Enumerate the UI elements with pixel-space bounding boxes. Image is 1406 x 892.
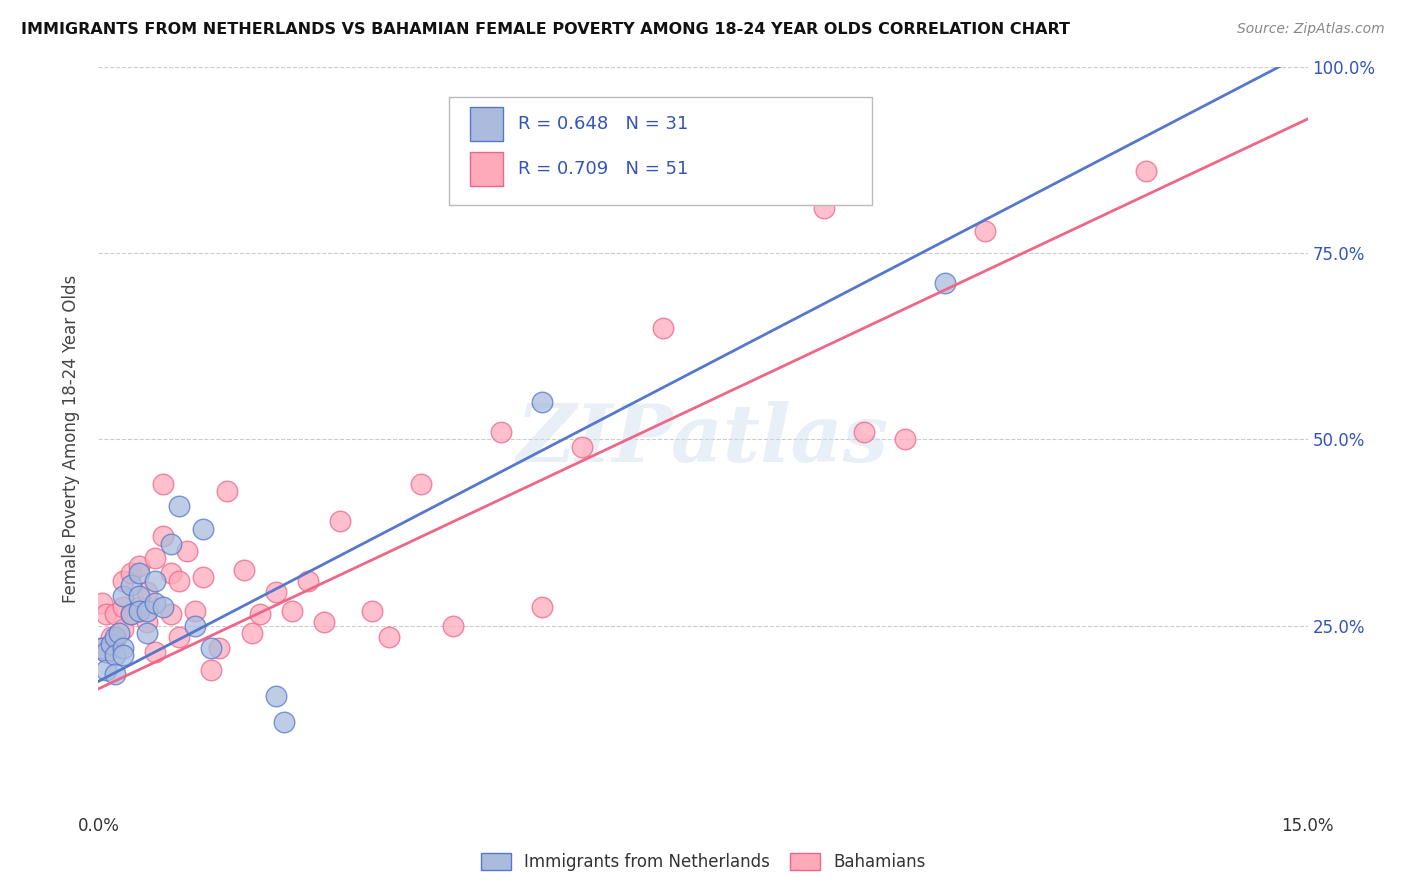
- Point: [530, 599, 553, 614]
- Point: [530, 395, 553, 409]
- Point: [264, 585, 287, 599]
- Point: [120, 607, 142, 622]
- Point: [167, 500, 190, 514]
- Point: [160, 607, 183, 622]
- Point: [240, 626, 263, 640]
- Point: [184, 618, 207, 632]
- Point: [103, 607, 125, 622]
- Point: [152, 599, 174, 614]
- Point: [200, 663, 222, 677]
- Point: [100, 630, 122, 644]
- Point: [281, 604, 304, 618]
- Point: [329, 514, 352, 528]
- Point: [409, 477, 432, 491]
- Point: [111, 640, 134, 655]
- Point: [441, 618, 464, 632]
- Point: [91, 596, 114, 610]
- FancyBboxPatch shape: [449, 96, 872, 204]
- Point: [167, 630, 190, 644]
- Text: R = 0.648   N = 31: R = 0.648 N = 31: [517, 115, 689, 133]
- Point: [193, 570, 215, 584]
- Point: [160, 566, 183, 581]
- Point: [297, 574, 319, 588]
- Point: [184, 604, 207, 618]
- Legend: Immigrants from Netherlands, Bahamians: Immigrants from Netherlands, Bahamians: [472, 845, 934, 880]
- Point: [651, 320, 673, 334]
- Point: [128, 604, 150, 618]
- Point: [893, 433, 915, 447]
- FancyBboxPatch shape: [470, 153, 503, 186]
- Point: [232, 563, 254, 577]
- Point: [934, 276, 956, 290]
- Point: [128, 566, 150, 581]
- Point: [135, 626, 157, 640]
- Point: [103, 630, 125, 644]
- Text: Source: ZipAtlas.com: Source: ZipAtlas.com: [1237, 22, 1385, 37]
- Point: [160, 536, 183, 550]
- Point: [120, 566, 142, 581]
- Point: [111, 622, 134, 636]
- Point: [193, 522, 215, 536]
- Point: [1135, 164, 1157, 178]
- Point: [103, 648, 125, 663]
- Point: [314, 615, 336, 629]
- Point: [103, 633, 125, 648]
- Point: [96, 644, 118, 658]
- Point: [128, 599, 150, 614]
- Point: [120, 577, 142, 591]
- Point: [120, 607, 142, 622]
- Point: [91, 640, 114, 655]
- Point: [974, 224, 997, 238]
- Point: [96, 663, 118, 677]
- Point: [143, 644, 166, 658]
- Point: [111, 574, 134, 588]
- Point: [143, 551, 166, 566]
- Point: [853, 425, 876, 439]
- Point: [249, 607, 271, 622]
- Point: [491, 425, 513, 439]
- Point: [103, 667, 125, 681]
- Point: [111, 599, 134, 614]
- Point: [217, 484, 239, 499]
- Point: [135, 585, 157, 599]
- Point: [176, 544, 198, 558]
- Y-axis label: Female Poverty Among 18-24 Year Olds: Female Poverty Among 18-24 Year Olds: [62, 276, 80, 603]
- Point: [143, 596, 166, 610]
- Point: [361, 604, 384, 618]
- Point: [167, 574, 190, 588]
- Point: [571, 440, 593, 454]
- Point: [152, 529, 174, 543]
- Point: [128, 589, 150, 603]
- FancyBboxPatch shape: [470, 108, 503, 141]
- Point: [273, 715, 295, 730]
- Point: [128, 558, 150, 573]
- Point: [100, 637, 122, 651]
- Point: [143, 574, 166, 588]
- Point: [200, 640, 222, 655]
- Point: [377, 630, 399, 644]
- Point: [107, 626, 129, 640]
- Point: [90, 640, 112, 655]
- Point: [813, 202, 835, 216]
- Point: [96, 644, 118, 658]
- Point: [135, 615, 157, 629]
- Text: ZIPatlas: ZIPatlas: [517, 401, 889, 478]
- Point: [96, 607, 118, 622]
- Point: [135, 604, 157, 618]
- Point: [152, 477, 174, 491]
- Point: [264, 690, 287, 704]
- Point: [111, 589, 134, 603]
- Text: R = 0.709   N = 51: R = 0.709 N = 51: [517, 160, 689, 178]
- Point: [208, 640, 231, 655]
- Text: IMMIGRANTS FROM NETHERLANDS VS BAHAMIAN FEMALE POVERTY AMONG 18-24 YEAR OLDS COR: IMMIGRANTS FROM NETHERLANDS VS BAHAMIAN …: [21, 22, 1070, 37]
- Point: [111, 648, 134, 663]
- Point: [547, 127, 569, 141]
